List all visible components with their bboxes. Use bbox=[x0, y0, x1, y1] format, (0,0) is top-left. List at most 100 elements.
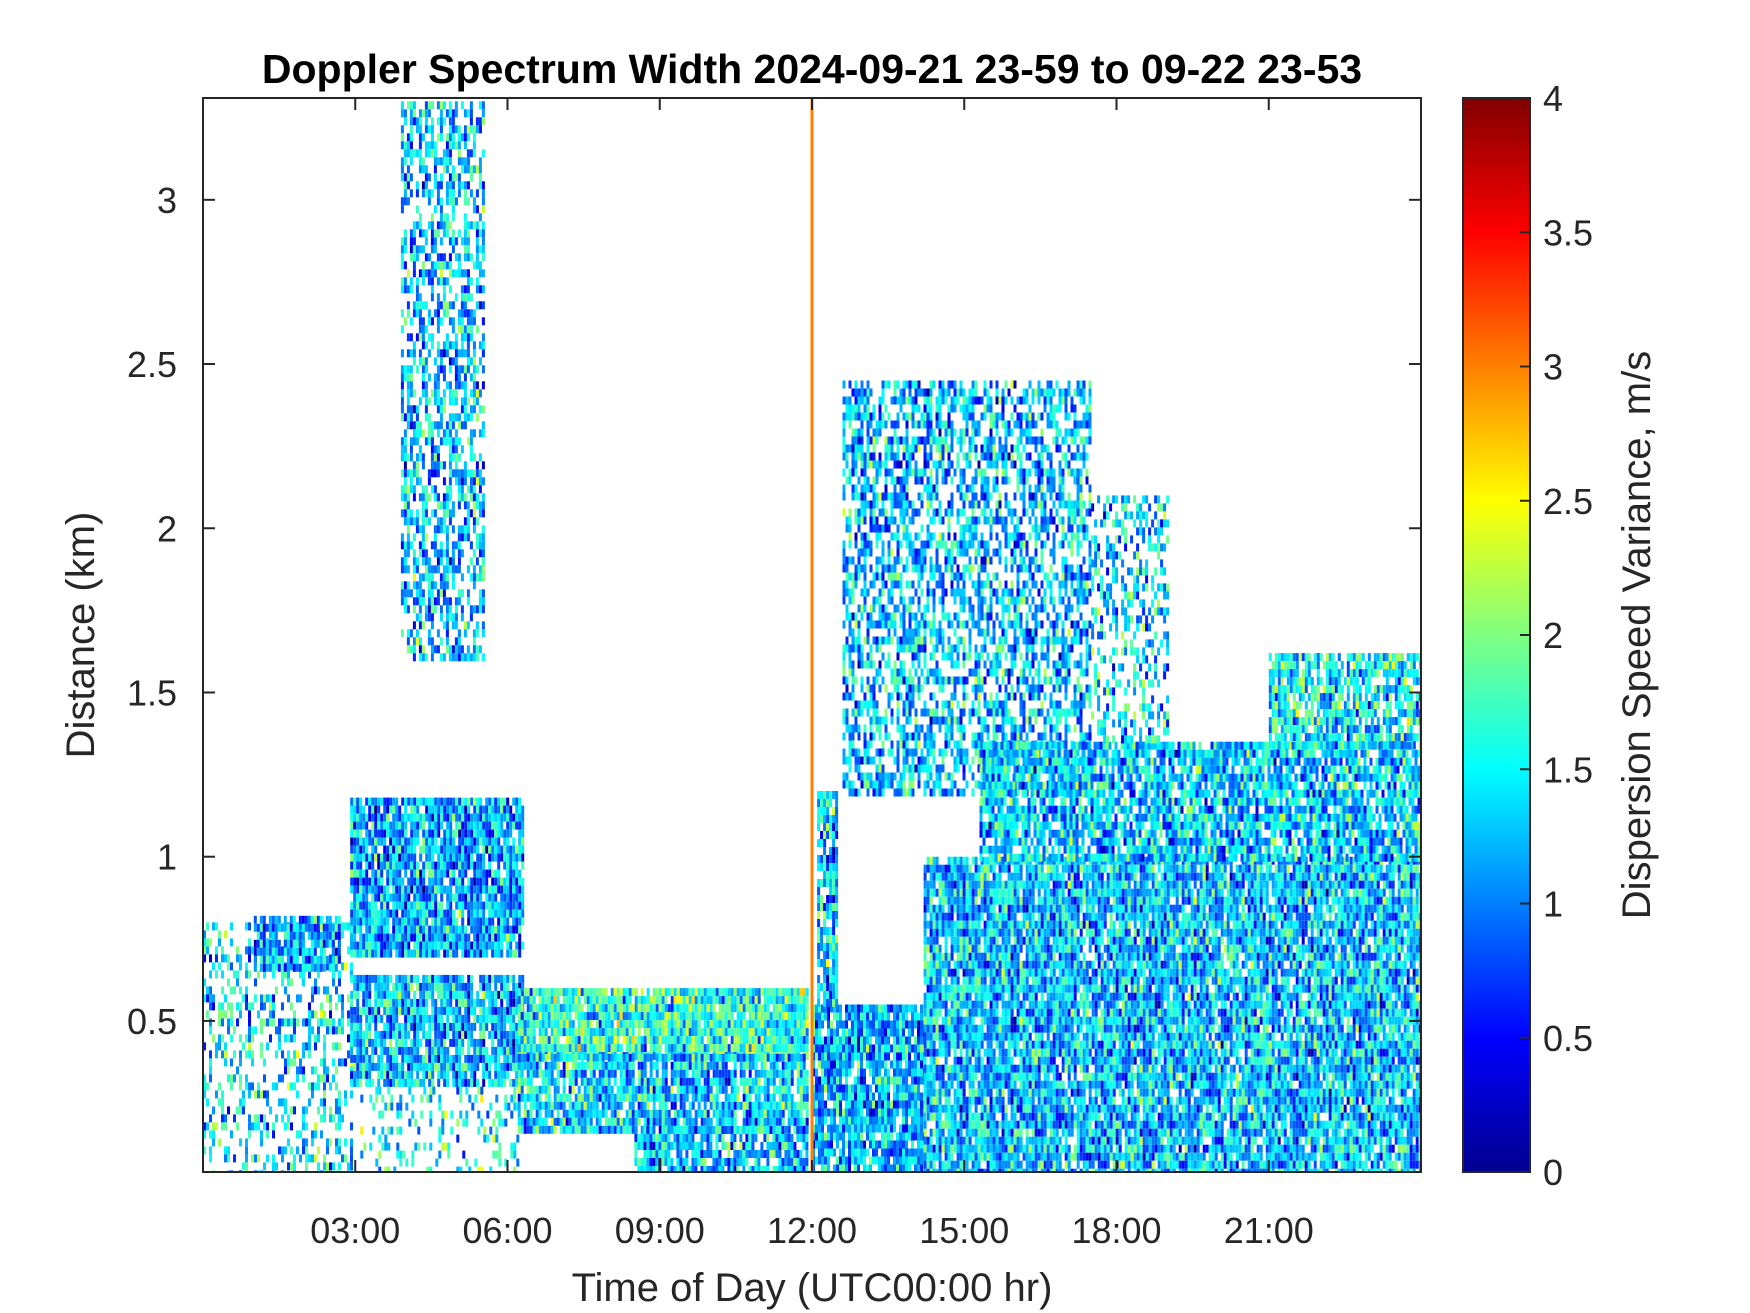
heatmap-cell-3318 bbox=[449, 429, 452, 437]
heatmap-cell-1432 bbox=[461, 806, 464, 814]
heatmap-cell-2362 bbox=[488, 983, 491, 991]
heatmap-cell-120 bbox=[233, 1074, 236, 1082]
heatmap-cell-1120 bbox=[407, 934, 410, 942]
heatmap-cell-4070 bbox=[626, 1036, 629, 1044]
heatmap-cell-4895 bbox=[620, 1102, 623, 1110]
heatmap-cell-171 bbox=[248, 954, 251, 962]
heatmap-cell-2606 bbox=[465, 1087, 468, 1095]
heatmap-cell-2321 bbox=[476, 1015, 479, 1023]
heatmap-cell-23 bbox=[209, 954, 212, 962]
heatmap-cell-3546 bbox=[467, 285, 470, 293]
heatmap-cell-2967 bbox=[422, 549, 425, 557]
heatmap-cell-887 bbox=[371, 806, 374, 814]
heatmap-cell-1948 bbox=[383, 1071, 386, 1079]
heatmap-cell-1930 bbox=[380, 999, 383, 1007]
heatmap-cell-4696 bbox=[551, 1126, 554, 1134]
heatmap-cell-4330 bbox=[719, 996, 722, 1004]
heatmap-cell-1003 bbox=[389, 846, 392, 854]
heatmap-cell-2055 bbox=[410, 999, 413, 1007]
heatmap-cell-4220 bbox=[680, 1020, 683, 1028]
heatmap-cell-4413 bbox=[746, 1036, 749, 1044]
heatmap-cell-1775 bbox=[518, 806, 521, 814]
heatmap-cell-3104 bbox=[434, 357, 437, 365]
heatmap-cell-295 bbox=[281, 1114, 284, 1122]
heatmap-cell-1362 bbox=[449, 822, 452, 830]
heatmap-cell-1952 bbox=[386, 991, 389, 999]
heatmap-cell-3805 bbox=[533, 1012, 536, 1020]
heatmap-cell-1636 bbox=[494, 822, 497, 830]
heatmap-cell-4247 bbox=[689, 1020, 692, 1028]
heatmap-cell-3871 bbox=[557, 996, 560, 1004]
heatmap-cell-4622 bbox=[527, 1078, 530, 1086]
heatmap-cell-2425 bbox=[503, 1015, 506, 1023]
heatmap-cell-1667 bbox=[497, 934, 500, 942]
heatmap-cell-2407 bbox=[497, 1079, 500, 1087]
heatmap-cell-3536 bbox=[467, 165, 470, 173]
heatmap-cell-96 bbox=[227, 1018, 230, 1026]
heatmap-cell-2299 bbox=[470, 991, 473, 999]
heatmap-cell-2687 bbox=[401, 413, 404, 421]
heatmap-cell-589 bbox=[254, 948, 257, 956]
heatmap-cell-3007 bbox=[425, 557, 428, 565]
heatmap-cell-4012 bbox=[605, 1036, 608, 1044]
heatmap-cell-2400 bbox=[497, 1023, 500, 1031]
heatmap-cell-4214 bbox=[677, 1044, 680, 1052]
heatmap-cell-2610 bbox=[468, 1095, 471, 1103]
heatmap-cell-4097 bbox=[635, 1052, 638, 1060]
heatmap-cell-3370 bbox=[452, 557, 455, 565]
heatmap-cell-3625 bbox=[473, 389, 476, 397]
heatmap-cell-2342 bbox=[482, 1015, 485, 1023]
heatmap-cell-2465 bbox=[512, 1031, 515, 1039]
heatmap-cell-3974 bbox=[593, 1012, 596, 1020]
heatmap-cell-958 bbox=[380, 934, 383, 942]
heatmap-cell-218 bbox=[260, 1042, 263, 1050]
heatmap-cell-3571 bbox=[467, 653, 470, 661]
heatmap-cell-3066 bbox=[431, 317, 434, 325]
heatmap-cell-1822 bbox=[353, 991, 356, 999]
heatmap-cell-3509 bbox=[464, 325, 467, 333]
heatmap-cell-3153 bbox=[437, 445, 440, 453]
heatmap-cell-3168 bbox=[440, 101, 443, 109]
heatmap-cell-3489 bbox=[464, 109, 467, 117]
heatmap-cell-1980 bbox=[392, 1015, 395, 1023]
heatmap-cell-3484 bbox=[461, 589, 464, 597]
heatmap-cell-3884 bbox=[560, 1044, 563, 1052]
heatmap-cell-2135 bbox=[428, 1079, 431, 1087]
heatmap-cell-1784 bbox=[518, 886, 521, 894]
heatmap-cell-1574 bbox=[482, 918, 485, 926]
heatmap-cell-184 bbox=[248, 1130, 251, 1138]
heatmap-cell-1238 bbox=[428, 862, 431, 870]
heatmap-cell-4141 bbox=[653, 1012, 656, 1020]
heatmap-cell-3060 bbox=[431, 245, 434, 253]
heatmap-cell-4602 bbox=[518, 1126, 521, 1134]
heatmap-cell-761 bbox=[350, 830, 353, 838]
heatmap-cell-3012 bbox=[425, 653, 428, 661]
heatmap-cell-2017 bbox=[401, 999, 404, 1007]
heatmap-cell-2719 bbox=[404, 365, 407, 373]
heatmap-cell-1100 bbox=[404, 902, 407, 910]
heatmap-cell-1892 bbox=[368, 1055, 371, 1063]
heatmap-cell-2726 bbox=[404, 461, 407, 469]
heatmap-cell-4586 bbox=[806, 1004, 809, 1012]
heatmap-cell-494 bbox=[329, 1138, 332, 1146]
heatmap-cell-3410 bbox=[455, 621, 458, 629]
heatmap-cell-1562 bbox=[482, 814, 485, 822]
heatmap-cell-56 bbox=[218, 930, 221, 938]
heatmap-cell-1620 bbox=[491, 846, 494, 854]
heatmap-cell-3078 bbox=[431, 509, 434, 517]
heatmap-cell-1600 bbox=[488, 830, 491, 838]
heatmap-cell-150 bbox=[242, 1106, 245, 1114]
heatmap-cell-3086 bbox=[431, 613, 434, 621]
heatmap-cell-334 bbox=[290, 1082, 293, 1090]
heatmap-cell-4259 bbox=[692, 1044, 695, 1052]
heatmap-cell-2708 bbox=[404, 173, 407, 181]
heatmap-cell-3882 bbox=[560, 1020, 563, 1028]
heatmap-cell-2712 bbox=[404, 229, 407, 237]
heatmap-cell-3024 bbox=[428, 277, 431, 285]
heatmap-cell-2446 bbox=[509, 975, 512, 983]
heatmap-cell-4546 bbox=[791, 1036, 794, 1044]
heatmap-cell-607 bbox=[263, 948, 266, 956]
heatmap-cell-4151 bbox=[656, 1020, 659, 1028]
heatmap-cell-994 bbox=[386, 926, 389, 934]
heatmap-cell-1304 bbox=[437, 942, 440, 950]
